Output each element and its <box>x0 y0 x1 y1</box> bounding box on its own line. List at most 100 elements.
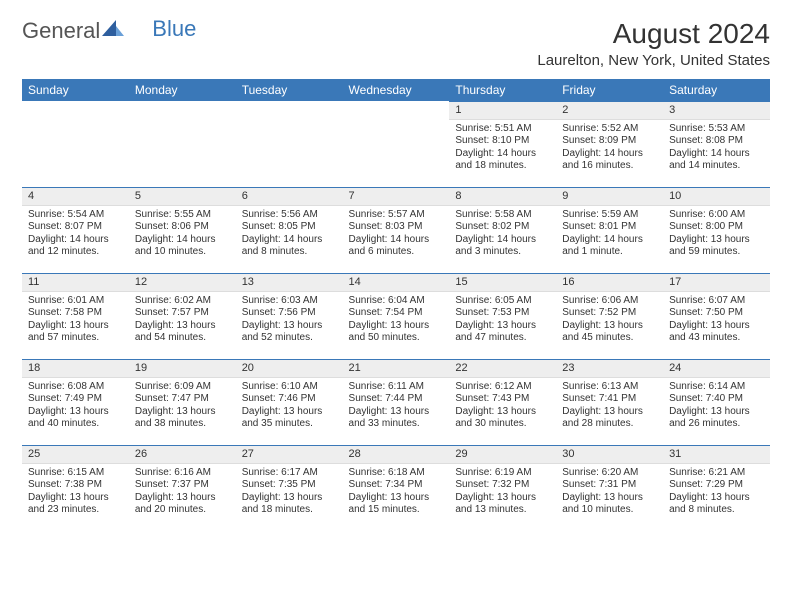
sunrise-text: Sunrise: 6:15 AM <box>28 467 123 480</box>
sunset-text: Sunset: 7:53 PM <box>455 307 550 320</box>
day-details: Sunrise: 5:58 AMSunset: 8:02 PMDaylight:… <box>449 206 556 261</box>
calendar-day-cell: 29Sunrise: 6:19 AMSunset: 7:32 PMDayligh… <box>449 445 556 531</box>
calendar-day-cell: 27Sunrise: 6:17 AMSunset: 7:35 PMDayligh… <box>236 445 343 531</box>
day-details: Sunrise: 5:56 AMSunset: 8:05 PMDaylight:… <box>236 206 343 261</box>
calendar-day-cell: 15 Sunrise: 6:05 AMSunset: 7:53 PMDayligh… <box>449 273 556 359</box>
daylight-text: Daylight: 13 hours and 18 minutes. <box>242 492 337 517</box>
day-number: 22 <box>449 359 556 378</box>
day-details: Sunrise: 6:00 AMSunset: 8:00 PMDaylight:… <box>663 206 770 261</box>
day-number: 16 <box>556 273 663 292</box>
day-number: 24 <box>663 359 770 378</box>
sunset-text: Sunset: 8:00 PM <box>669 221 764 234</box>
day-details: Sunrise: 5:55 AMSunset: 8:06 PMDaylight:… <box>129 206 236 261</box>
daylight-text: Daylight: 13 hours and 15 minutes. <box>349 492 444 517</box>
day-details: Sunrise: 5:53 AMSunset: 8:08 PMDaylight:… <box>663 120 770 175</box>
sunrise-text: Sunrise: 6:06 AM <box>562 295 657 308</box>
calendar-week-row: 11Sunrise: 6:01 AMSunset: 7:58 PMDayligh… <box>22 273 770 359</box>
daylight-text: Daylight: 13 hours and 13 minutes. <box>455 492 550 517</box>
day-number: 15 <box>449 273 556 292</box>
sunset-text: Sunset: 7:43 PM <box>455 393 550 406</box>
day-number: 30 <box>556 445 663 464</box>
daylight-text: Daylight: 13 hours and 47 minutes. <box>455 320 550 345</box>
calendar-day-cell: 6Sunrise: 5:56 AMSunset: 8:05 PMDaylight… <box>236 187 343 273</box>
sunrise-text: Sunrise: 5:55 AM <box>135 209 230 222</box>
sunset-text: Sunset: 7:46 PM <box>242 393 337 406</box>
calendar-day-cell: 14Sunrise: 6:04 AMSunset: 7:54 PMDayligh… <box>343 273 450 359</box>
calendar-day-cell: 25Sunrise: 6:15 AMSunset: 7:38 PMDayligh… <box>22 445 129 531</box>
daylight-text: Daylight: 13 hours and 30 minutes. <box>455 406 550 431</box>
day-number: 11 <box>22 273 129 292</box>
calendar-day-cell: 18Sunrise: 6:08 AMSunset: 7:49 PMDayligh… <box>22 359 129 445</box>
sunset-text: Sunset: 8:09 PM <box>562 135 657 148</box>
sunrise-text: Sunrise: 6:08 AM <box>28 381 123 394</box>
sunrise-text: Sunrise: 6:21 AM <box>669 467 764 480</box>
sunrise-text: Sunrise: 5:56 AM <box>242 209 337 222</box>
sunset-text: Sunset: 8:08 PM <box>669 135 764 148</box>
calendar-day-cell: 30Sunrise: 6:20 AMSunset: 7:31 PMDayligh… <box>556 445 663 531</box>
calendar-day-cell <box>129 101 236 187</box>
sunset-text: Sunset: 7:40 PM <box>669 393 764 406</box>
calendar-day-cell: 12Sunrise: 6:02 AMSunset: 7:57 PMDayligh… <box>129 273 236 359</box>
calendar-day-cell: 20Sunrise: 6:10 AMSunset: 7:46 PMDayligh… <box>236 359 343 445</box>
daylight-text: Daylight: 13 hours and 57 minutes. <box>28 320 123 345</box>
calendar-day-cell: 5Sunrise: 5:55 AMSunset: 8:06 PMDaylight… <box>129 187 236 273</box>
sunset-text: Sunset: 7:56 PM <box>242 307 337 320</box>
sunrise-text: Sunrise: 5:51 AM <box>455 123 550 136</box>
sunrise-text: Sunrise: 6:09 AM <box>135 381 230 394</box>
day-number: 19 <box>129 359 236 378</box>
daylight-text: Daylight: 13 hours and 52 minutes. <box>242 320 337 345</box>
calendar-day-cell: 10Sunrise: 6:00 AMSunset: 8:00 PMDayligh… <box>663 187 770 273</box>
logo: General Blue <box>22 18 196 44</box>
daylight-text: Daylight: 14 hours and 12 minutes. <box>28 234 123 259</box>
daylight-text: Daylight: 14 hours and 18 minutes. <box>455 148 550 173</box>
col-monday: Monday <box>129 79 236 101</box>
sunrise-text: Sunrise: 6:05 AM <box>455 295 550 308</box>
day-details: Sunrise: 6:11 AMSunset: 7:44 PMDaylight:… <box>343 378 450 433</box>
sunrise-text: Sunrise: 6:04 AM <box>349 295 444 308</box>
day-number: 28 <box>343 445 450 464</box>
daylight-text: Daylight: 13 hours and 28 minutes. <box>562 406 657 431</box>
day-details: Sunrise: 6:03 AMSunset: 7:56 PMDaylight:… <box>236 292 343 347</box>
day-number: 21 <box>343 359 450 378</box>
sunset-text: Sunset: 7:34 PM <box>349 479 444 492</box>
title-block: August 2024 Laurelton, New York, United … <box>537 18 770 69</box>
day-number: 27 <box>236 445 343 464</box>
day-number: 4 <box>22 187 129 206</box>
sunset-text: Sunset: 8:03 PM <box>349 221 444 234</box>
day-number: 1 <box>449 101 556 120</box>
day-details: Sunrise: 6:01 AMSunset: 7:58 PMDaylight:… <box>22 292 129 347</box>
sunset-text: Sunset: 7:49 PM <box>28 393 123 406</box>
month-title: August 2024 <box>537 18 770 50</box>
daylight-text: Daylight: 13 hours and 50 minutes. <box>349 320 444 345</box>
calendar-day-cell: 8Sunrise: 5:58 AMSunset: 8:02 PMDaylight… <box>449 187 556 273</box>
calendar-week-row: 4Sunrise: 5:54 AMSunset: 8:07 PMDaylight… <box>22 187 770 273</box>
day-number: 3 <box>663 101 770 120</box>
daylight-text: Daylight: 13 hours and 38 minutes. <box>135 406 230 431</box>
calendar-day-cell: 13Sunrise: 6:03 AMSunset: 7:56 PMDayligh… <box>236 273 343 359</box>
day-number: 9 <box>556 187 663 206</box>
day-details: Sunrise: 6:21 AMSunset: 7:29 PMDaylight:… <box>663 464 770 519</box>
sunset-text: Sunset: 8:06 PM <box>135 221 230 234</box>
day-number: 7 <box>343 187 450 206</box>
calendar-day-cell <box>22 101 129 187</box>
day-details: Sunrise: 6:10 AMSunset: 7:46 PMDaylight:… <box>236 378 343 433</box>
day-details: Sunrise: 6:20 AMSunset: 7:31 PMDaylight:… <box>556 464 663 519</box>
sunrise-text: Sunrise: 6:10 AM <box>242 381 337 394</box>
calendar-day-cell: 17Sunrise: 6:07 AMSunset: 7:50 PMDayligh… <box>663 273 770 359</box>
sunset-text: Sunset: 7:31 PM <box>562 479 657 492</box>
sunset-text: Sunset: 7:47 PM <box>135 393 230 406</box>
calendar-week-row: 25Sunrise: 6:15 AMSunset: 7:38 PMDayligh… <box>22 445 770 531</box>
sunrise-text: Sunrise: 5:58 AM <box>455 209 550 222</box>
day-details: Sunrise: 6:08 AMSunset: 7:49 PMDaylight:… <box>22 378 129 433</box>
sunrise-text: Sunrise: 6:14 AM <box>669 381 764 394</box>
sunset-text: Sunset: 8:02 PM <box>455 221 550 234</box>
day-number: 31 <box>663 445 770 464</box>
day-number <box>129 101 236 119</box>
daylight-text: Daylight: 13 hours and 10 minutes. <box>562 492 657 517</box>
day-details: Sunrise: 6:19 AMSunset: 7:32 PMDaylight:… <box>449 464 556 519</box>
sunrise-text: Sunrise: 6:01 AM <box>28 295 123 308</box>
calendar-day-cell: 1Sunrise: 5:51 AMSunset: 8:10 PMDaylight… <box>449 101 556 187</box>
sunset-text: Sunset: 7:54 PM <box>349 307 444 320</box>
day-details: Sunrise: 6:18 AMSunset: 7:34 PMDaylight:… <box>343 464 450 519</box>
day-details: Sunrise: 6:06 AMSunset: 7:52 PMDaylight:… <box>556 292 663 347</box>
